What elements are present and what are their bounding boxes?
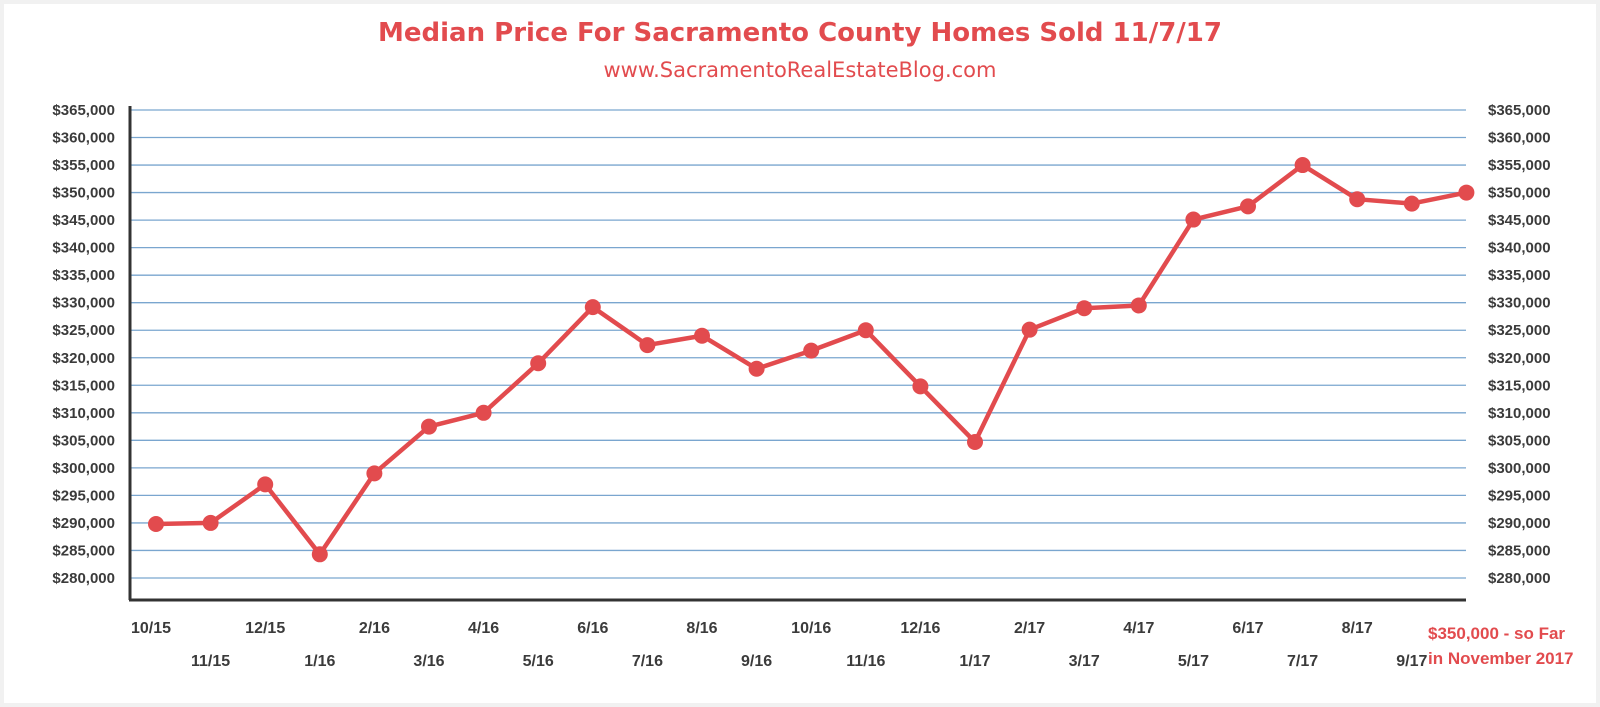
y-tick-label-left: $300,000 [52,460,115,477]
y-tick-label-left: $345,000 [52,212,115,229]
y-tick-label-right: $300,000 [1488,460,1551,477]
y-tick-label-left: $335,000 [52,267,115,284]
data-point [1458,184,1475,201]
y-tick-label-right: $310,000 [1488,405,1551,422]
y-tick-label-left: $285,000 [52,542,115,559]
y-tick-label-right: $345,000 [1488,212,1551,229]
data-point [857,322,874,339]
x-tick-label: 12/15 [245,620,285,637]
annotation-line-1: $350,000 - so Far [1428,624,1565,643]
y-tick-label-left: $290,000 [52,515,115,532]
y-tick-label-right: $350,000 [1488,185,1551,202]
x-tick-label: 6/16 [577,620,608,637]
y-tick-label-left: $350,000 [52,185,115,202]
y-tick-label-right: $360,000 [1488,130,1551,147]
x-tick-label: 7/16 [632,653,663,670]
chart-title: Median Price For Sacramento County Homes… [378,18,1222,48]
data-point [1021,321,1038,338]
y-tick-label-left: $330,000 [52,295,115,312]
y-tick-label-left: $340,000 [52,240,115,257]
data-point [311,546,328,563]
data-point [148,516,164,533]
y-tick-label-right: $365,000 [1488,102,1551,119]
x-tick-label: 8/16 [686,620,717,637]
x-tick-label: 11/15 [191,653,230,670]
data-point [1403,195,1420,212]
y-tick-label-right: $305,000 [1488,432,1551,449]
data-point [1130,297,1147,314]
y-tick-label-right: $340,000 [1488,240,1551,257]
y-tick-label-right: $280,000 [1488,570,1551,587]
y-tick-label-left: $295,000 [52,487,115,504]
x-tick-label: 1/17 [959,653,990,670]
y-tick-label-left: $305,000 [52,432,115,449]
y-tick-label-left: $320,000 [52,350,115,367]
data-point [366,465,383,482]
chart-subtitle: www.SacramentoRealEstateBlog.com [603,58,997,82]
y-tick-label-left: $315,000 [52,377,115,394]
data-point [1294,157,1311,174]
x-axis-labels: 10/15 11/15 12/15 1/16 2/16 3/16 4/16 5/16 6/16 7… [131,620,1427,670]
x-tick-label: 4/16 [468,620,499,637]
x-tick-label: 5/16 [523,653,554,670]
x-tick-label: 6/17 [1232,620,1263,637]
x-tick-label: 3/16 [413,653,444,670]
data-point [639,337,656,354]
data-point [967,433,983,450]
x-tick-label: 10/15 [131,620,171,637]
x-tick-label: 4/17 [1123,620,1154,637]
y-tick-label-left: $360,000 [52,130,115,147]
y-tick-label-right: $320,000 [1488,350,1551,367]
y-tick-label-right: $295,000 [1488,487,1551,504]
x-tick-label: 8/17 [1342,620,1373,637]
y-tick-label-left: $355,000 [52,157,115,174]
y-tick-label-right: $335,000 [1488,267,1551,284]
y-tick-label-right: $355,000 [1488,157,1551,174]
data-point [694,327,710,344]
x-tick-label: 5/17 [1178,653,1209,670]
data-point [530,355,547,372]
y-tick-label-right: $315,000 [1488,377,1551,394]
y-tick-label-left: $310,000 [52,405,115,422]
gridlines [130,109,1466,579]
x-tick-label: 11/16 [846,653,885,670]
y-tick-label-right: $290,000 [1488,515,1551,532]
y-tick-label-left: $365,000 [52,102,115,119]
data-point [257,476,274,493]
data-point [1240,198,1256,215]
data-point [202,514,219,531]
x-tick-label: 10/16 [791,620,831,637]
x-tick-label: 3/17 [1069,653,1100,670]
x-tick-label: 9/16 [741,653,772,670]
series-median-price [148,157,1475,563]
x-tick-label: 12/16 [900,620,940,637]
data-point [421,418,437,435]
data-point [475,404,492,421]
annotation-line-2: in November 2017 [1428,649,1574,668]
data-point [912,378,929,395]
y-tick-label-right: $285,000 [1488,542,1551,559]
axes [128,106,1466,602]
x-tick-label: 1/16 [304,653,335,670]
data-point [1185,211,1202,228]
y-tick-label-right: $330,000 [1488,295,1551,312]
data-point [748,360,765,377]
x-tick-label: 9/17 [1396,653,1427,670]
x-tick-label: 2/16 [359,620,390,637]
y-tick-label-left: $280,000 [52,570,115,587]
y-tick-label-left: $325,000 [52,322,115,339]
x-tick-label: 2/17 [1014,620,1045,637]
data-point [1349,191,1366,208]
x-tick-label: 7/17 [1287,653,1318,670]
y-axis-right-labels: $280,000 $285,000 $290,000 $295,000 $300,000… [1488,102,1551,587]
data-point [1076,300,1093,317]
data-point [803,342,820,359]
data-point [584,299,601,316]
y-axis-left-labels: $280,000 $285,000 $290,000 $295,000 $300,000… [52,102,115,587]
y-tick-label-right: $325,000 [1488,322,1551,339]
